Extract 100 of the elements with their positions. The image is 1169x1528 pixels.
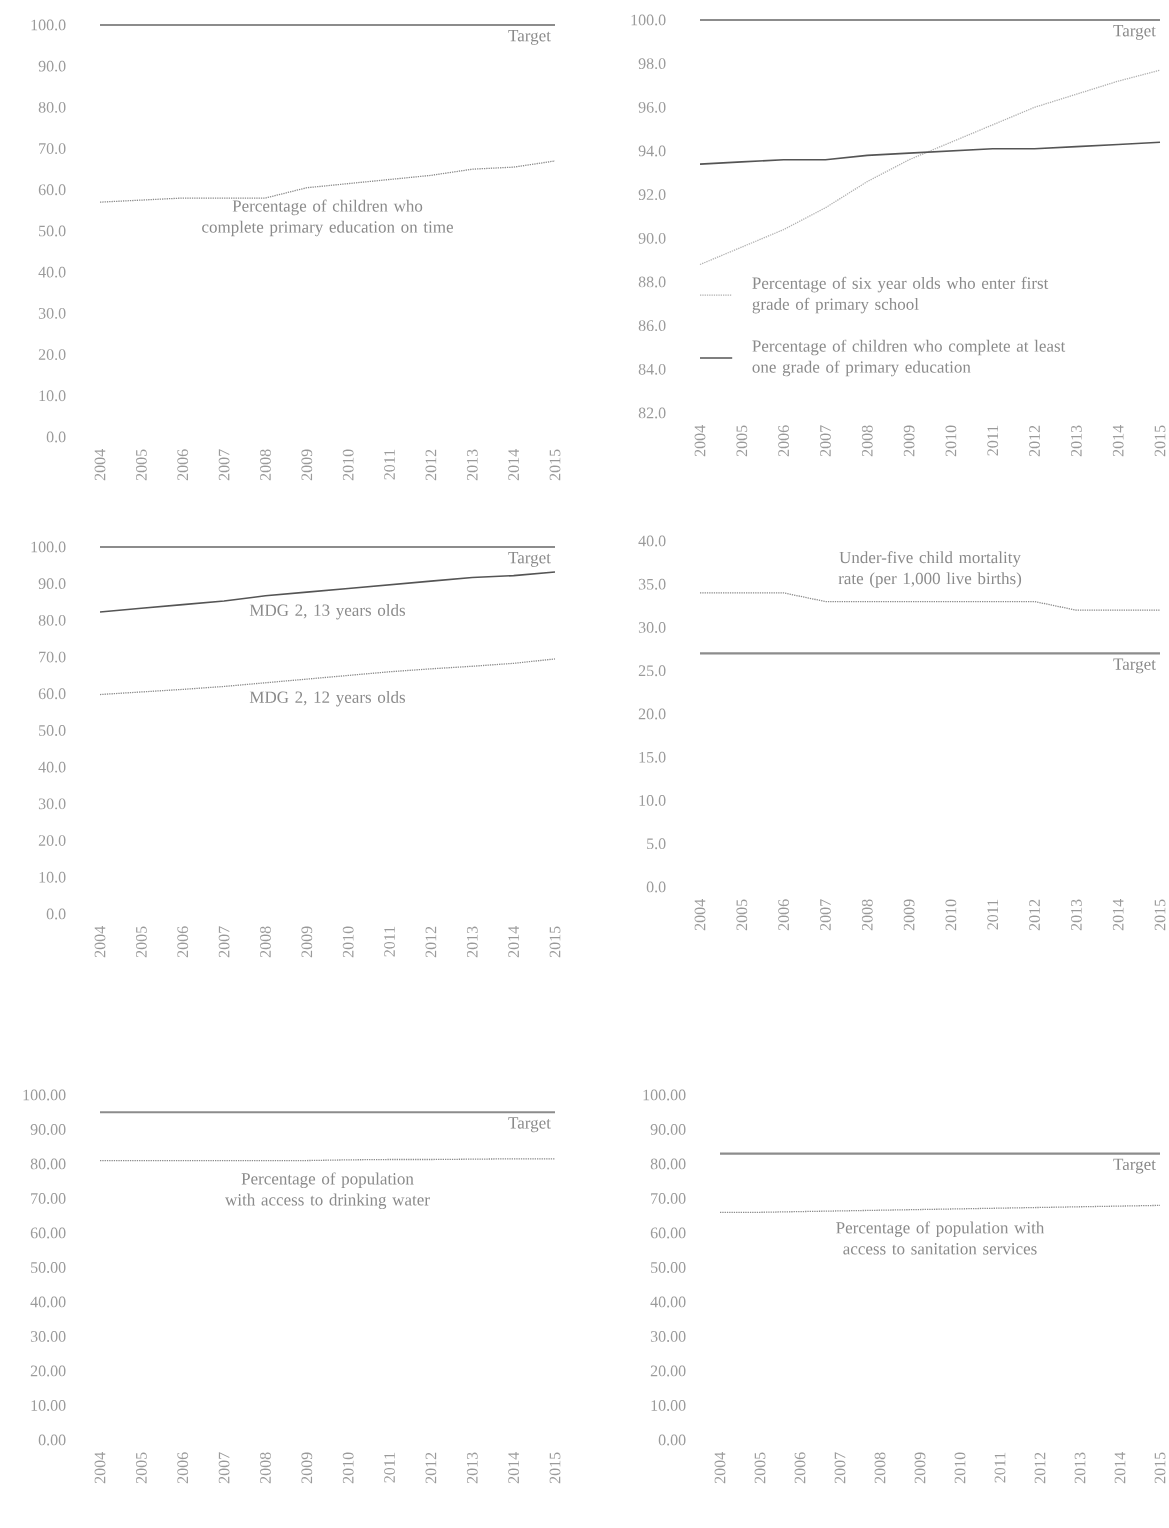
x-tick-label: 2010: [954, 1452, 966, 1484]
y-tick-label: 100.0: [31, 19, 66, 31]
x-tick-label: 2012: [1029, 425, 1040, 457]
x-tick-label: 2014: [1112, 899, 1124, 931]
x-tick-label: 2007: [218, 926, 230, 958]
x-tick-label: 2013: [466, 926, 478, 958]
x-tick-label: 2010: [342, 926, 354, 958]
y-tick-label: 98.0: [638, 58, 666, 70]
x-tick-label: 2006: [177, 1452, 189, 1484]
y-tick-label: 40.0: [638, 535, 666, 547]
y-tick-label: 20.00: [30, 1365, 66, 1377]
x-tick-label: 2006: [177, 449, 189, 481]
x-tick-label: 2006: [778, 425, 790, 457]
y-tick-label: 80.00: [650, 1158, 686, 1170]
y-tick-label: 20.00: [650, 1365, 686, 1377]
x-tick-label: 2015: [549, 1452, 561, 1484]
y-tick-label: 30.0: [38, 307, 66, 319]
y-tick-label: 100.00: [643, 1089, 686, 1101]
x-tick-label: 2006: [778, 899, 790, 931]
x-tick-label: 2014: [1114, 1452, 1126, 1484]
x-tick-label: 2011: [994, 1452, 1006, 1483]
x-tick-label: 2011: [384, 926, 395, 957]
ref-line-label: Target: [1113, 1158, 1156, 1174]
x-tick-label: 2005: [754, 1452, 766, 1484]
x-tick-label: 2013: [466, 1452, 478, 1484]
x-tick-label: 2011: [987, 899, 999, 930]
x-tick-label: 2015: [1154, 899, 1166, 931]
y-tick-label: 92.0: [638, 189, 666, 201]
y-tick-label: 100.00: [23, 1089, 66, 1101]
y-tick-label: 0.0: [46, 431, 66, 443]
x-tick-label: 2013: [1070, 425, 1082, 457]
x-tick-label: 2004: [94, 1452, 106, 1484]
y-tick-label: 90.0: [38, 578, 66, 590]
series-label: Percentage of population with access to drinking water: [225, 1172, 430, 1210]
y-tick-label: 0.00: [658, 1434, 686, 1446]
x-tick-label: 2008: [861, 899, 873, 931]
y-tick-label: 20.0: [638, 708, 666, 720]
x-tick-label: 2004: [714, 1452, 726, 1484]
y-tick-label: 60.0: [38, 184, 66, 196]
y-tick-label: 94.0: [638, 145, 666, 157]
x-tick-label: 2012: [425, 449, 437, 481]
y-tick-label: 60.00: [30, 1227, 66, 1239]
x-tick-label: 2012: [425, 1452, 437, 1484]
y-tick-label: 0.0: [46, 908, 66, 920]
x-tick-label: 2007: [820, 899, 831, 931]
y-tick-label: 5.0: [647, 838, 666, 850]
y-tick-label: 90.0: [638, 232, 666, 244]
x-tick-label: 2014: [508, 449, 520, 481]
y-tick-label: 90.00: [30, 1124, 66, 1135]
ref-line-label: Target: [508, 30, 551, 45]
y-tick-label: 60.00: [650, 1227, 686, 1239]
x-tick-label: 2008: [260, 926, 271, 958]
x-tick-label: 2012: [1034, 1452, 1046, 1484]
x-tick-label: 2009: [301, 1452, 313, 1484]
y-tick-label: 70.0: [39, 143, 66, 155]
x-tick-label: 2008: [861, 425, 873, 457]
ref-line-label: Target: [1113, 658, 1156, 674]
y-tick-label: 86.0: [638, 320, 666, 332]
x-tick-label: 2015: [1154, 425, 1166, 457]
x-tick-label: 2007: [834, 1452, 846, 1484]
y-tick-label: 10.0: [639, 795, 666, 806]
series-label: Under-five child mortality rate (per 1,000 live births): [838, 551, 1022, 588]
y-tick-label: 10.00: [31, 1400, 66, 1411]
x-tick-label: 2013: [466, 449, 478, 481]
y-tick-label: 84.0: [638, 363, 666, 375]
y-tick-label: 20.0: [38, 349, 66, 361]
y-tick-label: 60.0: [38, 688, 66, 700]
x-tick-label: 2010: [945, 899, 957, 931]
x-tick-label: 2005: [135, 926, 147, 958]
x-tick-label: 2007: [218, 1452, 230, 1484]
y-tick-label: 0.00: [38, 1434, 66, 1446]
x-tick-label: 2007: [820, 425, 831, 457]
y-tick-label: 50.0: [39, 225, 66, 237]
x-tick-label: 2009: [301, 449, 313, 481]
y-tick-label: 10.0: [39, 390, 66, 402]
y-tick-label: 70.00: [651, 1193, 686, 1204]
series-label: MDG 2, 13 years olds: [249, 604, 406, 620]
x-tick-label: 2013: [1070, 899, 1082, 931]
x-tick-label: 2008: [260, 449, 271, 481]
y-tick-label: 40.0: [38, 266, 66, 278]
y-tick-label: 100.0: [631, 14, 666, 26]
x-tick-label: 2010: [342, 449, 354, 481]
y-tick-label: 10.00: [651, 1400, 686, 1411]
series-label: Percentage of children who complete primary education on time: [202, 199, 453, 237]
y-tick-label: 15.0: [639, 751, 666, 763]
ref-line-label: Target: [508, 552, 551, 567]
y-tick-label: 30.0: [38, 798, 66, 810]
x-tick-label: 2006: [794, 1452, 806, 1484]
y-tick-label: 80.00: [30, 1158, 66, 1170]
ref-line-label: Target: [1113, 25, 1156, 40]
y-tick-label: 35.0: [638, 578, 666, 590]
x-tick-label: 2009: [301, 926, 313, 958]
x-tick-label: 2010: [945, 425, 957, 457]
x-tick-label: 2004: [94, 926, 106, 958]
y-tick-label: 50.00: [651, 1262, 686, 1273]
y-tick-label: 30.00: [650, 1331, 686, 1342]
x-tick-label: 2009: [903, 425, 915, 457]
series-label: Percentage of population with access to sanitation services: [836, 1221, 1045, 1255]
y-tick-label: 96.0: [638, 101, 666, 113]
x-tick-label: 2013: [1074, 1452, 1086, 1484]
